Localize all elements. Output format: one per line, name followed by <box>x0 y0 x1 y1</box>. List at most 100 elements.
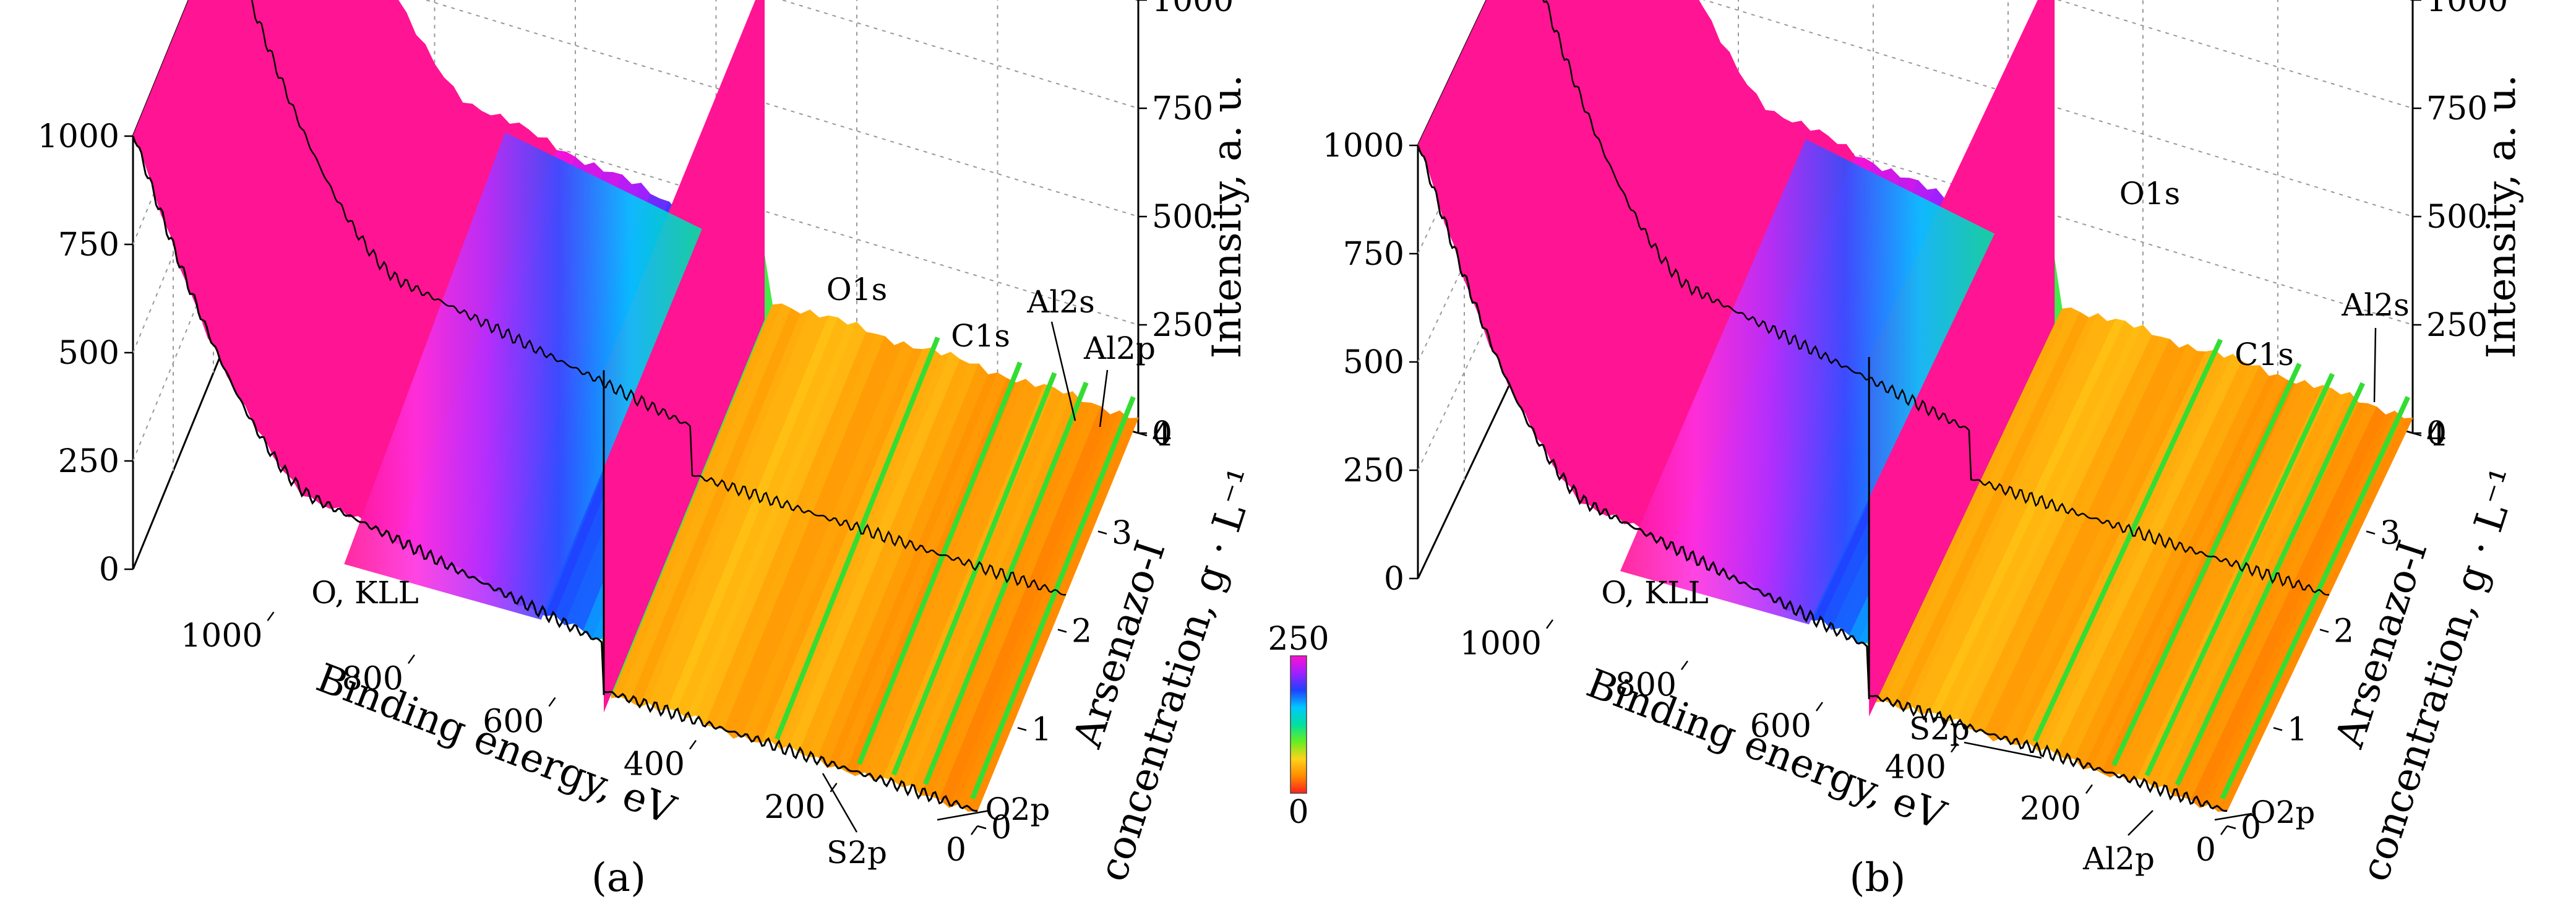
peak-annotations: O, KLL O1s C1s Al2s S2p Al2p O2p <box>1601 176 2410 877</box>
z-tick-label-left: 500 <box>58 335 119 372</box>
colorbar-scale <box>1290 655 1307 794</box>
x-tick-label: 200 <box>2020 790 2081 827</box>
peak-label: Al2s <box>2341 287 2410 323</box>
y-tick-label: 2 <box>1071 613 1092 650</box>
z-tick-label-right: 0 <box>1152 415 1172 452</box>
y-tick-mark <box>1057 629 1067 633</box>
peak-label: O2p <box>2251 794 2316 830</box>
panel-label: (b) <box>1850 855 1906 901</box>
x-tick-label: 0 <box>2196 832 2216 869</box>
x-tick-mark <box>970 825 979 835</box>
y-tick-mark <box>2226 825 2236 830</box>
x-tick-label: 400 <box>624 746 685 783</box>
surface-strip <box>1445 0 1569 245</box>
colorbar: 250 0 <box>1268 621 1329 831</box>
surface-strip <box>142 0 228 185</box>
y-tick-mark <box>1017 727 1027 731</box>
x-tick-label: 400 <box>1885 749 1946 786</box>
peak-leader-line <box>2127 810 2153 836</box>
peak-leader-line <box>2373 327 2377 403</box>
y-tick-mark <box>2319 629 2329 633</box>
peak-stripe <box>891 372 1057 776</box>
panel-label: (a) <box>591 855 646 901</box>
kll-transition-band <box>1620 139 1995 625</box>
peak-label: Al2p <box>2082 841 2155 877</box>
z-tick-label-left: 250 <box>58 443 119 480</box>
peak-label: S2p <box>1909 711 1970 747</box>
z-tick-label-left: 1000 <box>38 118 119 155</box>
peak-label: Al2s <box>1026 284 1095 320</box>
peak-leader-line <box>1964 741 2042 759</box>
y-tick-mark <box>1097 530 1107 535</box>
peak-label: O2p <box>985 791 1050 827</box>
o1s-peak-ridge <box>604 0 765 713</box>
z-axis-label: Intensity, a. u. <box>2479 74 2525 358</box>
peak-annotations: O, KLL O1s C1s Al2s Al2p S2p O2p <box>311 272 1156 871</box>
y-tick-label: 1 <box>1031 711 1052 748</box>
surface-strip <box>198 0 347 339</box>
peak-leader-line <box>1099 369 1109 428</box>
surface-strip <box>1435 0 1551 225</box>
surface-strip <box>1426 0 1527 194</box>
peak-leader-line <box>822 773 858 833</box>
x-tick-mark <box>1950 742 1959 753</box>
x-tick-mark <box>548 697 556 707</box>
x-tick-label: 600 <box>483 703 544 741</box>
y-tick-label: 4 <box>2426 416 2447 454</box>
y-tick-mark <box>2366 530 2376 535</box>
y-tick-label: 1 <box>2287 711 2308 748</box>
z-tick-label-right: 500 <box>2426 199 2488 236</box>
wall-gridline <box>1417 0 2413 254</box>
z-tick-label-left: 250 <box>1343 452 1404 489</box>
peak-label: S2p <box>826 835 887 871</box>
z-tick-label-right: 1000 <box>1152 0 1234 19</box>
y-tick-label: 3 <box>2380 515 2400 552</box>
x-tick-mark <box>1545 619 1554 629</box>
peak-stripe <box>775 336 940 740</box>
x-tick-label: 800 <box>342 660 403 697</box>
z-tick-label-left: 0 <box>1384 561 1404 598</box>
z-tick-label-right: 250 <box>2426 307 2488 344</box>
x-tick-mark <box>2085 784 2093 794</box>
surface-strip <box>1471 0 1633 321</box>
y-tick-label: 2 <box>2333 613 2354 650</box>
peak-leader-line <box>937 809 990 821</box>
peak-stripe <box>2032 338 2223 742</box>
z-axis-label: Intensity, a. u. <box>1204 74 1250 358</box>
kll-transition-band <box>344 132 702 620</box>
spectral-surface <box>132 0 1139 812</box>
z-tick-label-right: 500 <box>1152 199 1213 236</box>
x-tick-label: 1000 <box>181 617 262 655</box>
o1s-peak-ridge <box>1869 0 2055 716</box>
x-tick-mark <box>267 611 275 621</box>
x-tick-mark <box>689 739 697 750</box>
z-tick-label-left: 750 <box>58 226 119 264</box>
x-tick-label: 200 <box>764 789 825 826</box>
surface-strip <box>1480 0 1654 348</box>
peak-label: O, KLL <box>1601 575 1709 611</box>
z-tick-label-left: 750 <box>1343 236 1404 273</box>
peak-stripe <box>2111 363 2302 767</box>
x-tick-mark <box>1680 660 1689 671</box>
z-tick-label-right: 750 <box>2426 90 2488 127</box>
panel-a: 1000800600400200001234025050075010000250… <box>38 0 1267 901</box>
axis-ticks: 1000800600400200001234025050075010000250… <box>38 0 1234 869</box>
z-tick-label-left: 500 <box>1343 344 1404 381</box>
z-tick-label-left: 1000 <box>1323 127 1404 165</box>
peak-stripe <box>2220 395 2411 800</box>
front-spectrum-trace <box>132 136 978 812</box>
x-tick-mark <box>407 654 416 665</box>
peak-stripe <box>970 396 1136 800</box>
x-tick-label: 800 <box>1615 666 1677 703</box>
y-tick-mark <box>2273 727 2283 731</box>
colorbar-max-label: 250 <box>1268 621 1329 658</box>
peak-label: Al2p <box>1083 330 1156 366</box>
y-tick-mark <box>977 825 987 830</box>
z-tick-label-right: 250 <box>1152 307 1213 344</box>
y-tick-label: 3 <box>1112 515 1132 552</box>
surface-strip <box>151 0 250 216</box>
spectral-surface <box>1417 0 2413 812</box>
x-tick-label: 1000 <box>1460 626 1542 663</box>
peak-label: O1s <box>2119 176 2180 212</box>
